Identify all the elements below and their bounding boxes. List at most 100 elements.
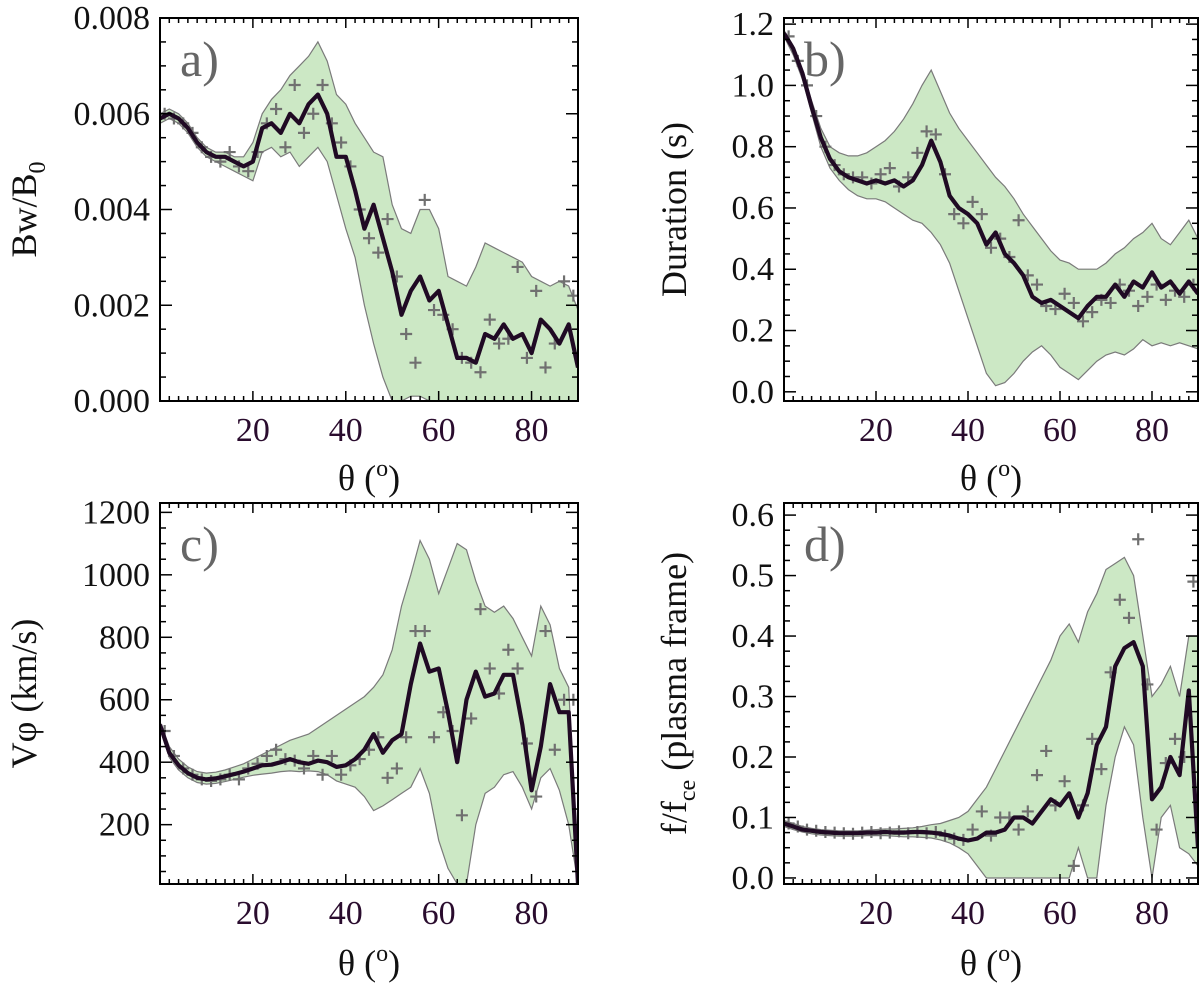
panel-label: d) [804,516,846,572]
data-point-marker [1132,533,1145,546]
data-point-marker [409,356,422,369]
data-point-marker [242,165,255,178]
data-point-marker [966,195,979,208]
y-tick-label: 0.6 [732,190,775,227]
x-tick-label: 20 [236,895,270,932]
x-tick-label: 80 [515,895,549,932]
y-tick-label: 0.002 [74,287,151,324]
x-axis-label-symbol: θ [960,943,977,983]
data-point-marker [279,141,292,154]
data-point-marker [520,351,533,364]
data-point-marker [400,731,413,744]
x-tick-label: 40 [951,412,985,449]
data-point-marker [260,749,273,762]
data-point-marker [966,823,979,836]
data-point-marker [1178,290,1191,303]
data-point-marker [985,241,997,254]
y-tick-label: 600 [99,682,150,719]
data-point-marker [335,768,348,781]
data-point-marker [539,361,552,374]
uncertainty-band [160,538,578,884]
x-tick-label: 20 [859,895,893,932]
data-point-marker [1123,611,1135,624]
axes-frame [783,17,1199,402]
data-point-marker [307,107,320,120]
y-tick-label: 1000 [82,557,150,594]
data-point-marker [530,284,543,297]
data-point-marker [1031,769,1043,782]
x-axis-label-close: ) [388,943,400,983]
data-point-marker [381,213,394,226]
x-tick-label: 20 [236,412,270,449]
x-axis-label-open: ( [355,458,376,498]
y-tick-label: 0.2 [732,313,775,350]
data-point-marker [474,603,487,616]
data-point-marker [381,771,394,784]
data-point-marker [455,809,468,822]
data-point-marker [288,79,301,92]
data-point-marker [929,128,942,141]
x-axis-label-unit: o [998,941,1010,967]
x-tick-label: 80 [515,412,549,449]
data-point-marker [1012,214,1025,227]
data-point-marker [558,275,571,288]
x-tick-label: 80 [1135,412,1169,449]
x-axis-label-symbol: θ [338,943,355,983]
mean-line [784,32,1198,321]
panel-3-plot [784,533,1198,879]
axes-frame [783,502,1199,885]
data-point-marker [1012,823,1025,836]
x-axis-label-open: ( [977,943,998,983]
panel-label: a) [180,31,219,87]
y-tick-label: 800 [99,619,150,656]
x-axis-label: θ (o) [960,456,1022,498]
data-point-marker [1086,306,1099,319]
mean-line [160,92,578,368]
uncertainty-band [784,29,1198,387]
x-axis-label: θ (o) [960,941,1022,983]
x-axis-label-symbol: θ [960,458,977,498]
data-point-marker [1031,278,1043,291]
x-axis-label-open: ( [355,943,376,983]
y-axis-label-main: Vφ (km/s) [4,619,44,769]
data-point-marker [1067,296,1080,309]
y-tick-label: 0.1 [732,799,775,836]
y-axis-label-main: Duration (s) [654,122,694,297]
data-point-marker [948,208,961,221]
data-point-marker [325,749,338,762]
y-tick-label: 1200 [82,494,150,531]
data-point-marker [474,366,487,379]
data-point-marker [418,625,431,638]
data-point-marker [400,327,413,340]
x-tick-label: 40 [329,412,363,449]
panel-2-plot [160,538,578,884]
data-point-marker [493,337,506,350]
x-axis-label: θ (o) [338,456,400,498]
y-tick-label: 0.006 [74,96,151,133]
data-point-marker [975,805,988,818]
y-axis-label: Vφ (km/s) [4,619,44,769]
data-point-marker [297,126,310,139]
data-point-marker [316,768,329,781]
panel-0-plot [160,40,578,401]
x-axis-label-unit: o [376,941,388,967]
x-tick-label: 60 [422,895,456,932]
data-point-marker [390,762,403,775]
data-point-marker [1058,775,1071,788]
y-tick-label: 200 [99,807,150,844]
uncertainty-band [784,556,1198,879]
y-axis-label: Duration (s) [654,122,694,297]
data-point-marker [428,304,441,317]
data-point-marker [1067,859,1080,872]
data-point-marker [883,162,896,175]
data-point-marker [530,790,543,803]
x-tick-label: 40 [329,895,363,932]
data-point-marker [1169,732,1181,745]
data-point-marker [1113,593,1126,606]
y-tick-label: 0.4 [732,251,775,288]
x-tick-label: 80 [1135,895,1169,932]
data-point-marker [1086,732,1099,745]
data-point-marker [270,102,283,115]
data-point-marker [483,313,496,326]
